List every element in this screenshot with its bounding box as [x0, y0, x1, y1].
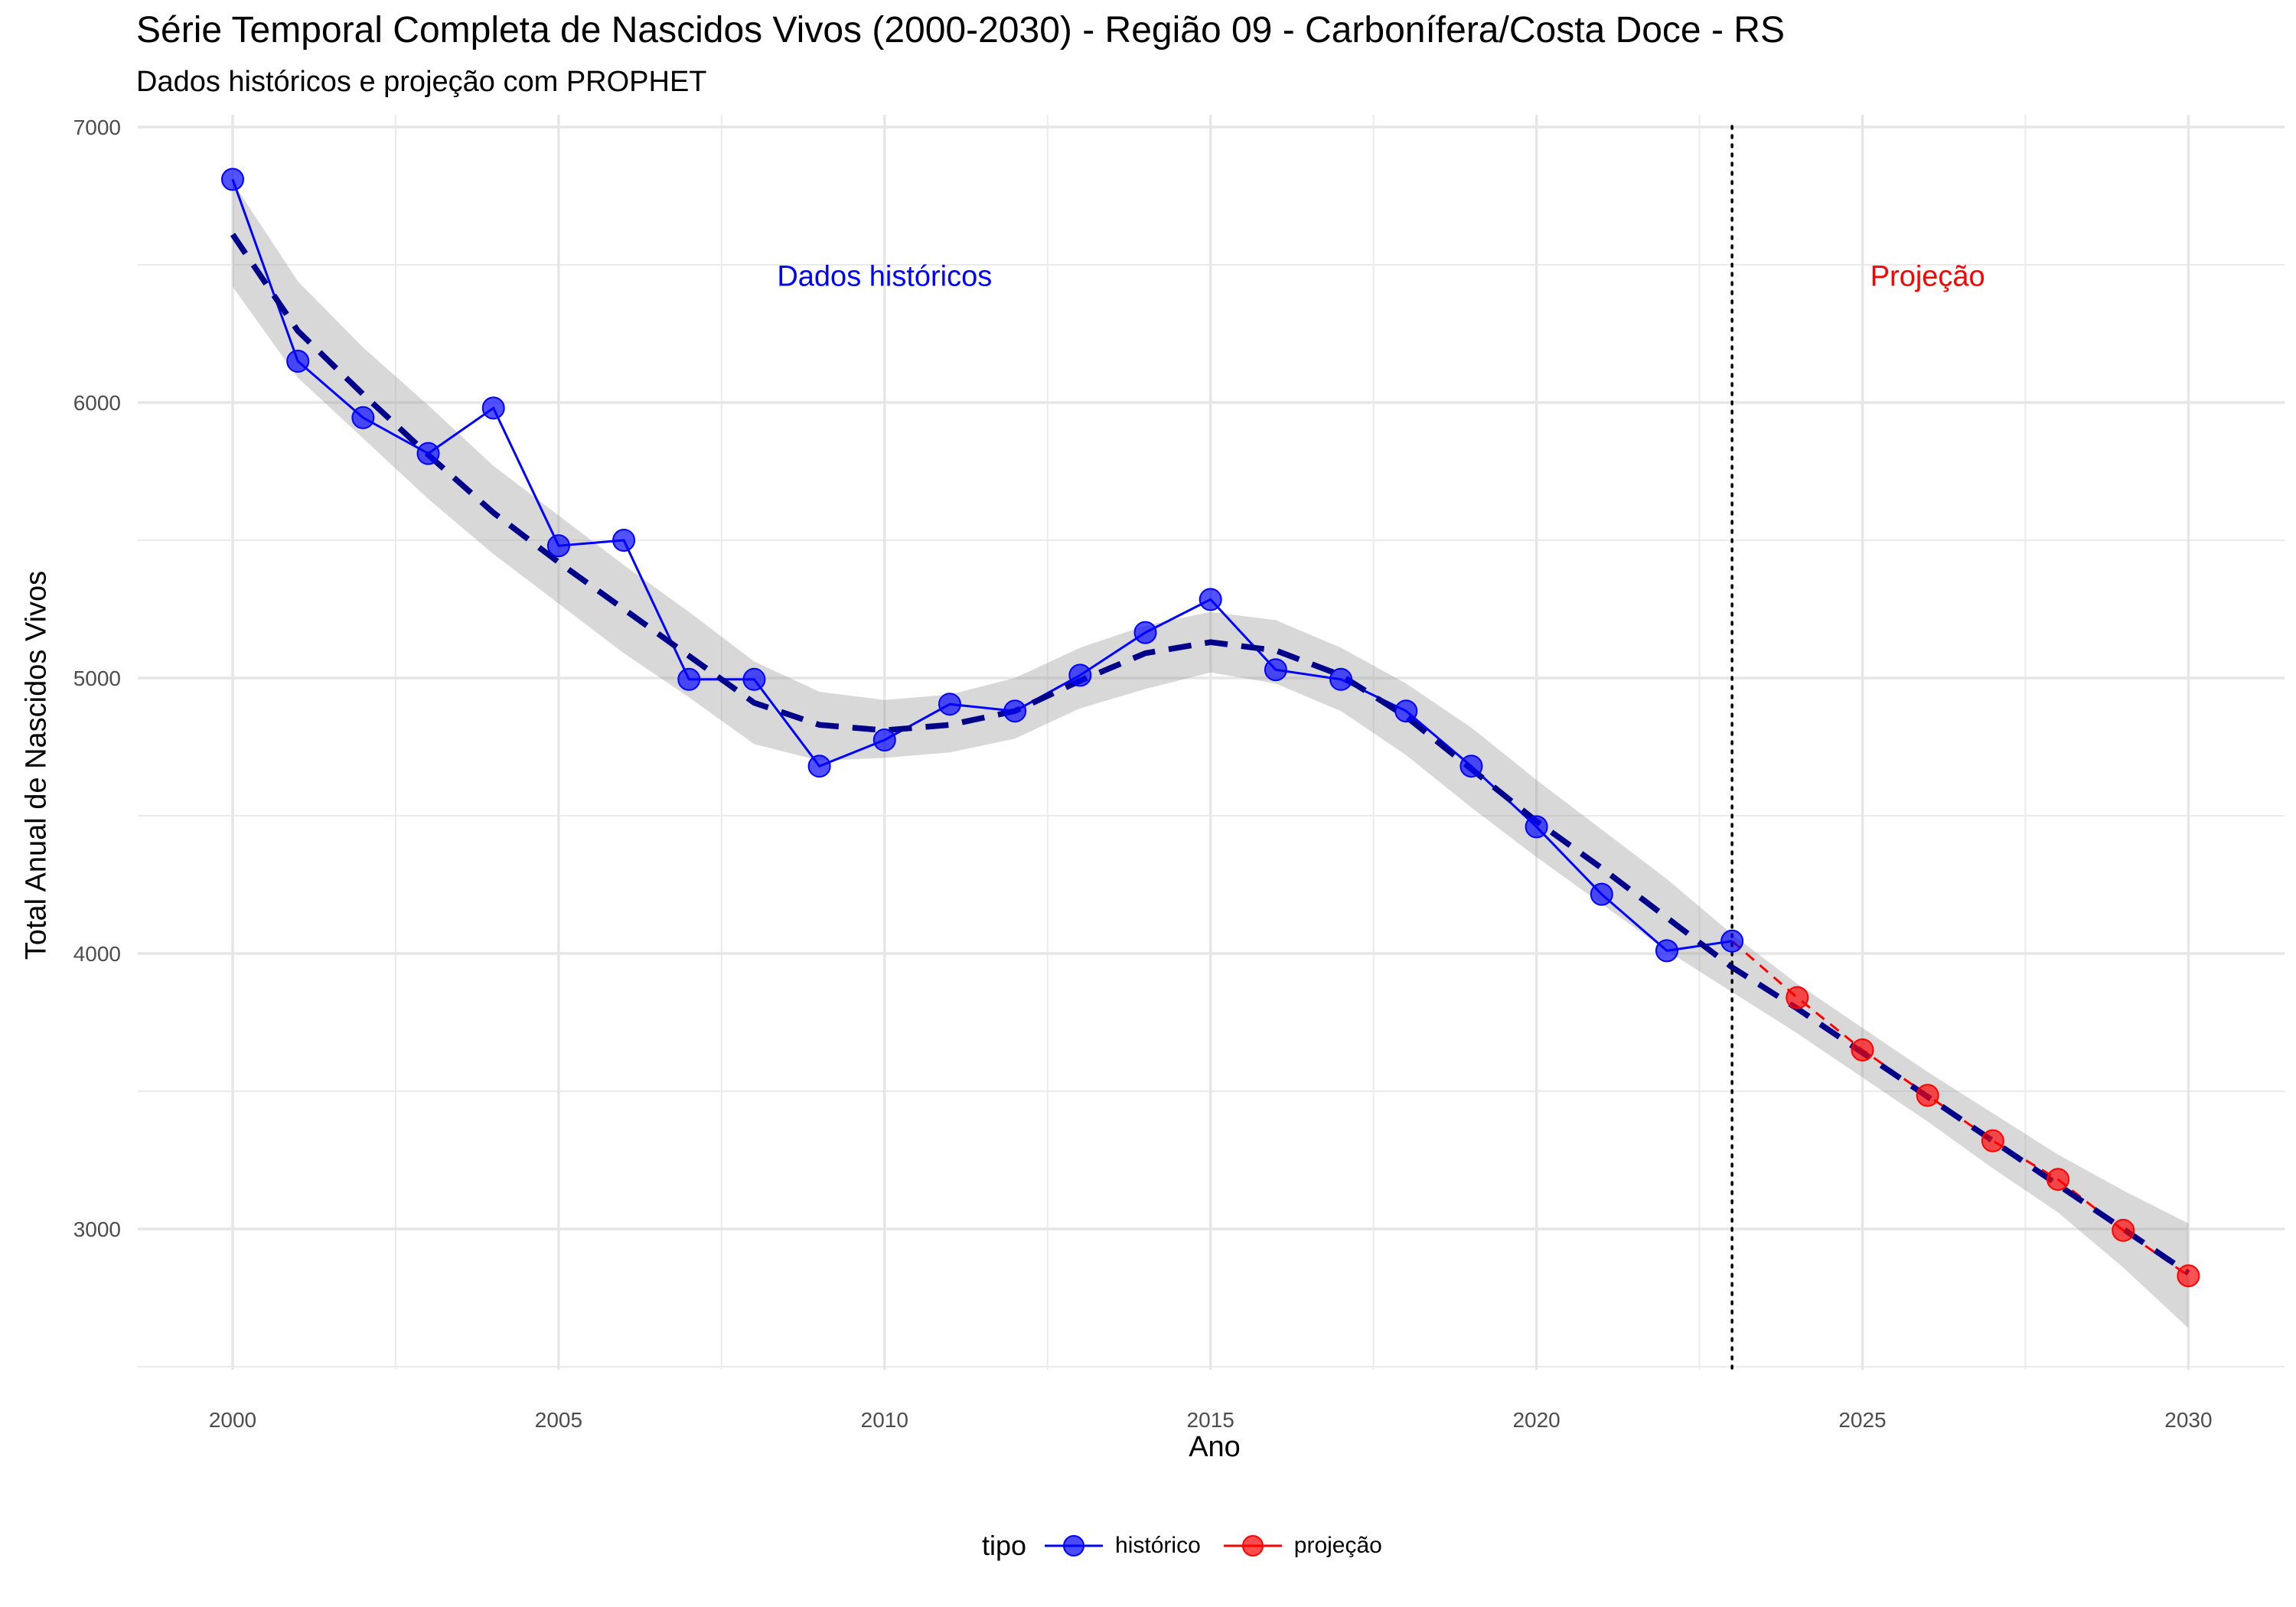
data-points — [221, 168, 2200, 1288]
data-point-historico — [1525, 815, 1548, 839]
data-point-projecao — [1981, 1129, 2004, 1152]
data-point-historico — [742, 667, 766, 691]
data-point-historico — [1068, 663, 1092, 687]
y-tick-label: 7000 — [73, 116, 121, 139]
data-point-historico — [546, 534, 570, 558]
data-point-historico — [1720, 929, 1744, 953]
data-point-historico — [351, 406, 375, 429]
legend-label-historico: histórico — [1115, 1533, 1201, 1558]
data-point-historico — [1655, 939, 1678, 963]
data-point-historico — [1264, 658, 1287, 682]
legend-key-projecao — [1223, 1535, 1282, 1556]
data-point-historico — [286, 350, 310, 373]
legend-item-projecao: projeção — [1222, 1530, 1382, 1561]
legend-title: tipo — [982, 1530, 1027, 1561]
x-tick-label: 2000 — [209, 1408, 256, 1432]
data-point-historico — [1329, 667, 1353, 691]
legend-item-historico: histórico — [1043, 1530, 1201, 1561]
grid-major — [138, 115, 2285, 1370]
data-point-historico — [1199, 588, 1222, 611]
data-point-historico — [612, 529, 636, 552]
x-tick-label: 2010 — [861, 1408, 908, 1432]
data-point-projecao — [1851, 1038, 1874, 1061]
data-point-historico — [677, 667, 701, 691]
x-tick-label: 2005 — [535, 1408, 582, 1432]
x-tick-labels: 2000 2005 2010 2015 2020 2025 2030 — [209, 1408, 2213, 1432]
data-point-projecao — [2177, 1264, 2200, 1288]
chart-title: Série Temporal Completa de Nascidos Vivo… — [136, 10, 1785, 51]
data-point-historico — [1459, 755, 1483, 778]
annotation-projecao: Projeção — [1870, 260, 1985, 292]
data-point-historico — [872, 729, 896, 751]
x-tick-label: 2030 — [2164, 1408, 2212, 1432]
data-point-historico — [416, 442, 440, 465]
y-tick-label: 3000 — [73, 1217, 121, 1241]
x-axis-label: Ano — [1189, 1431, 1241, 1463]
data-point-historico — [807, 755, 831, 778]
legend: tipo histórico projeção — [982, 1523, 1404, 1569]
data-point-historico — [938, 693, 961, 716]
legend-key-historico — [1045, 1535, 1104, 1556]
y-tick-labels: 3000 4000 5000 6000 7000 — [73, 116, 121, 1241]
data-point-historico — [1590, 882, 1613, 906]
series-line-projecao — [1731, 940, 2190, 1277]
data-point-historico — [1133, 621, 1157, 644]
annotations: Dados históricos Projeção — [777, 260, 1985, 292]
y-tick-label: 6000 — [73, 391, 121, 415]
series-line-historico — [231, 178, 1733, 952]
y-tick-label: 5000 — [73, 667, 121, 690]
data-point-projecao — [2047, 1168, 2070, 1191]
annotation-historico: Dados históricos — [777, 260, 992, 292]
data-point-historico — [481, 396, 505, 420]
data-point-projecao — [2112, 1218, 2135, 1242]
chart-subtitle: Dados históricos e projeção com PROPHET — [136, 66, 707, 98]
legend-label-projecao: projeção — [1293, 1533, 1382, 1558]
data-point-historico — [1394, 699, 1418, 723]
x-tick-label: 2015 — [1187, 1408, 1234, 1432]
data-point-historico — [221, 168, 244, 191]
y-tick-label: 4000 — [73, 942, 121, 966]
data-point-projecao — [1916, 1084, 1939, 1107]
data-point-projecao — [1786, 986, 1809, 1009]
data-point-historico — [1003, 699, 1027, 723]
x-tick-label: 2020 — [1512, 1408, 1560, 1432]
x-tick-label: 2025 — [1838, 1408, 1886, 1432]
